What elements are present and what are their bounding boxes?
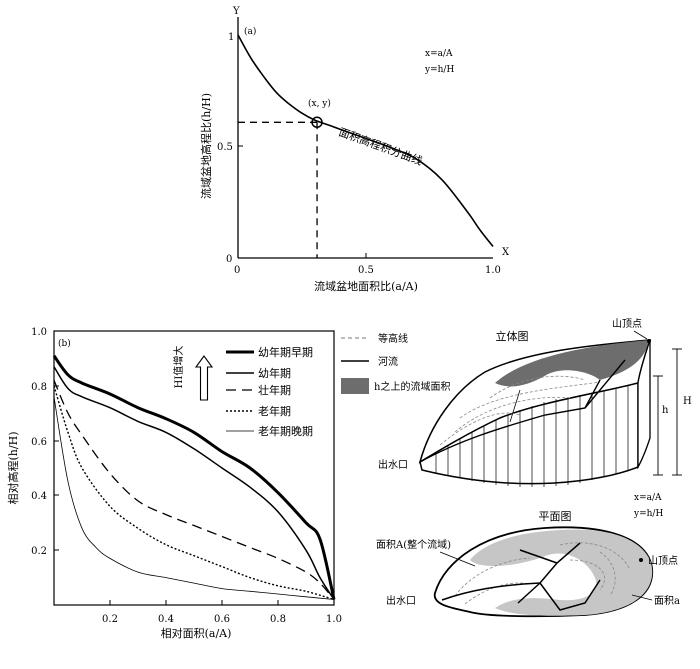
panel-b-x-tick-label: 0.8 — [270, 614, 286, 625]
panel-b-y-tick-label: 0.8 — [31, 382, 47, 393]
legend-river-label: 河流 — [378, 355, 398, 368]
block-side-face — [637, 339, 651, 470]
series-late-old-age — [53, 396, 335, 600]
panel-a-formula-x: x=a/A — [425, 49, 453, 59]
panel-b-label: (b) — [58, 338, 71, 349]
h-label: h — [662, 405, 669, 416]
panel-a-x-letter: X — [502, 247, 510, 258]
block-diagram — [418, 339, 652, 487]
front-face-hatching — [435, 386, 629, 487]
panel-b-ticks — [54, 385, 279, 605]
panel-b-y-tick-label: 0.2 — [31, 546, 47, 557]
panel-b-frame — [53, 330, 335, 606]
plan-view-title: 平面图 — [539, 510, 572, 523]
panel-b-x-tick-label: 0.6 — [214, 614, 230, 625]
panel-a-hypsometric-curve — [237, 34, 494, 247]
block-peak-point — [647, 339, 651, 343]
H-label: H — [683, 396, 692, 407]
panel-c: 等高线 河流 h之上的流域面积 立体图 — [341, 318, 692, 618]
panel-a-y-tick-label: 1 — [228, 32, 234, 43]
panel-a-y-tick-label: 0.5 — [217, 142, 233, 153]
legend-area-label: h之上的流域面积 — [374, 380, 450, 393]
panel-a-curve-label: 面积高程积分曲线 — [337, 125, 424, 168]
panel-b-x-tick-label: 0.2 — [102, 614, 118, 625]
plan-area-a-label: 面积a — [654, 595, 680, 607]
legend-label-early-youth: 幼年期早期 — [258, 345, 313, 359]
panel-b-x-tick-label: 0.4 — [158, 614, 174, 625]
H-dimension — [672, 348, 682, 476]
series-mature — [53, 380, 335, 600]
legend-label-late-old-age: 老年期晚期 — [258, 424, 313, 438]
panel-a-label: (a) — [244, 26, 256, 37]
panel-b-y-tick-label: 1.0 — [31, 327, 47, 338]
panel-a-formula-y: y=h/H — [424, 65, 454, 75]
block-formula-x: x=a/A — [634, 493, 662, 503]
panel-b-legend: 幼年期早期 幼年期 壮年期 老年期 老年期晚期 — [226, 345, 313, 438]
legend-label-mature: 壮年期 — [258, 383, 291, 397]
legend-label-old-age: 老年期 — [258, 404, 291, 418]
legend-label-youth: 幼年期 — [258, 366, 291, 380]
area-a-leader-line — [631, 594, 653, 601]
panel-a-x-axis-title: 流域盆地面积比(a/A) — [314, 279, 418, 293]
block-contours — [439, 375, 601, 446]
upper-area-shaded — [495, 340, 650, 387]
panel-b: 0.2 0.4 0.6 0.8 1.0 1.0 0.8 0.6 0.4 0.2 … — [6, 327, 342, 640]
panel-a-y-tick-label: 0 — [226, 254, 232, 265]
plan-shaded-upper-area — [470, 529, 653, 616]
plan-river — [441, 542, 601, 611]
panel-b-x-axis-title: 相对面积(a/A) — [161, 626, 232, 640]
plan-view — [434, 526, 653, 618]
peak-leader-line — [633, 330, 648, 340]
panel-a-y-axis-title: 流域盆地高程比(h/H) — [199, 93, 213, 199]
series-old-age — [53, 385, 335, 601]
panel-a-x-tick-label: 0.5 — [358, 265, 374, 276]
panel-b-y-tick-label: 0.4 — [31, 491, 47, 502]
plan-peak-label: 山顶点 — [648, 555, 678, 567]
panel-a-x-tick-label: 1.0 — [485, 265, 501, 276]
block-peak-label: 山顶点 — [612, 318, 642, 330]
panel-a-marked-point — [311, 116, 323, 129]
block-thin-river-branch — [509, 389, 521, 423]
block-river — [419, 359, 626, 463]
block-formula-y: y=h/H — [633, 509, 663, 519]
panel-a-y-letter: Y — [232, 6, 240, 17]
legend-area-swatch — [341, 378, 369, 394]
total-area-leader-line — [439, 551, 476, 567]
panel-b-x-tick-label: 1.0 — [326, 614, 342, 625]
panel-a: Y X 0 0.5 1.0 0 0.5 1 (a) 流域盆地面积比(a/A) 流… — [199, 6, 510, 293]
block-diagram-title: 立体图 — [496, 329, 529, 343]
panel-b-series — [52, 354, 336, 601]
panel-a-point-label: (x, y) — [308, 98, 331, 109]
legend-contour-label: 等高线 — [378, 332, 408, 345]
hi-increase-arrow-icon — [194, 355, 214, 401]
panel-b-y-axis-title: 相对高程(h/H) — [6, 432, 20, 505]
plan-peak-point — [639, 558, 643, 562]
panel-b-y-tick-label: 0.6 — [31, 437, 47, 448]
h-dimension — [653, 375, 663, 476]
series-early-youth — [52, 354, 336, 600]
series-youth — [53, 366, 335, 600]
plan-total-area-label: 面积A(整个流域) — [376, 538, 451, 551]
panel-a-x-tick-label: 0 — [234, 265, 240, 276]
block-outlet-label: 出水口 — [378, 458, 408, 471]
plan-outlet-label: 出水口 — [386, 594, 416, 607]
hi-increase-label: HI值增大 — [172, 346, 185, 389]
